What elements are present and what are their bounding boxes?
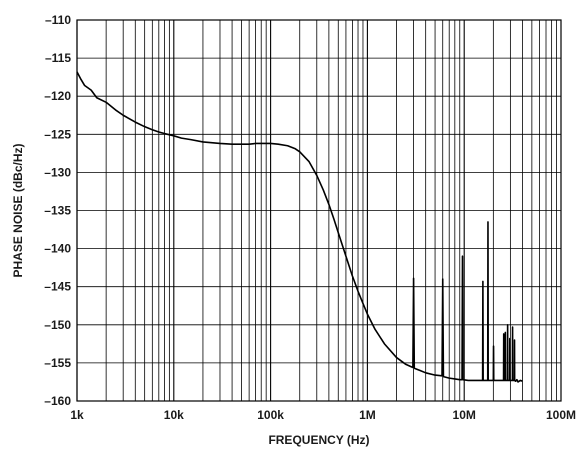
x-tick-label: 100k <box>257 408 284 422</box>
x-tick-label: 1M <box>359 408 376 422</box>
y-tick-label: –155 <box>44 356 71 370</box>
y-tick-label: –150 <box>44 318 71 332</box>
x-tick-label: 10k <box>164 408 184 422</box>
y-tick-label: –160 <box>44 394 71 408</box>
x-tick-labels: 1k 10k 100k 1M 10M 100M <box>70 408 576 422</box>
x-tick-label: 100M <box>546 408 576 422</box>
y-tick-label: –125 <box>44 127 71 141</box>
y-tick-label: –115 <box>45 51 71 65</box>
phase-noise-series-line <box>76 71 523 383</box>
x-axis-title: FREQUENCY (Hz) <box>268 433 369 447</box>
series-layer <box>76 71 523 383</box>
x-tick-label: 1k <box>70 408 84 422</box>
grid <box>76 19 561 402</box>
y-tick-label: –130 <box>44 165 71 179</box>
y-tick-label: –135 <box>44 204 71 218</box>
y-axis-title: PHASE NOISE (dBc/Hz) <box>11 143 25 277</box>
y-tick-label: –145 <box>44 280 71 294</box>
y-tick-label: –140 <box>44 242 71 256</box>
x-tick-label: 10M <box>453 408 476 422</box>
y-tick-label: –110 <box>45 13 71 27</box>
y-tick-labels: –110 –115 –120 –125 –130 –135 –140 –145 –150 –155… <box>44 13 71 408</box>
y-tick-label: –120 <box>44 89 71 103</box>
plot-frame <box>76 19 562 402</box>
